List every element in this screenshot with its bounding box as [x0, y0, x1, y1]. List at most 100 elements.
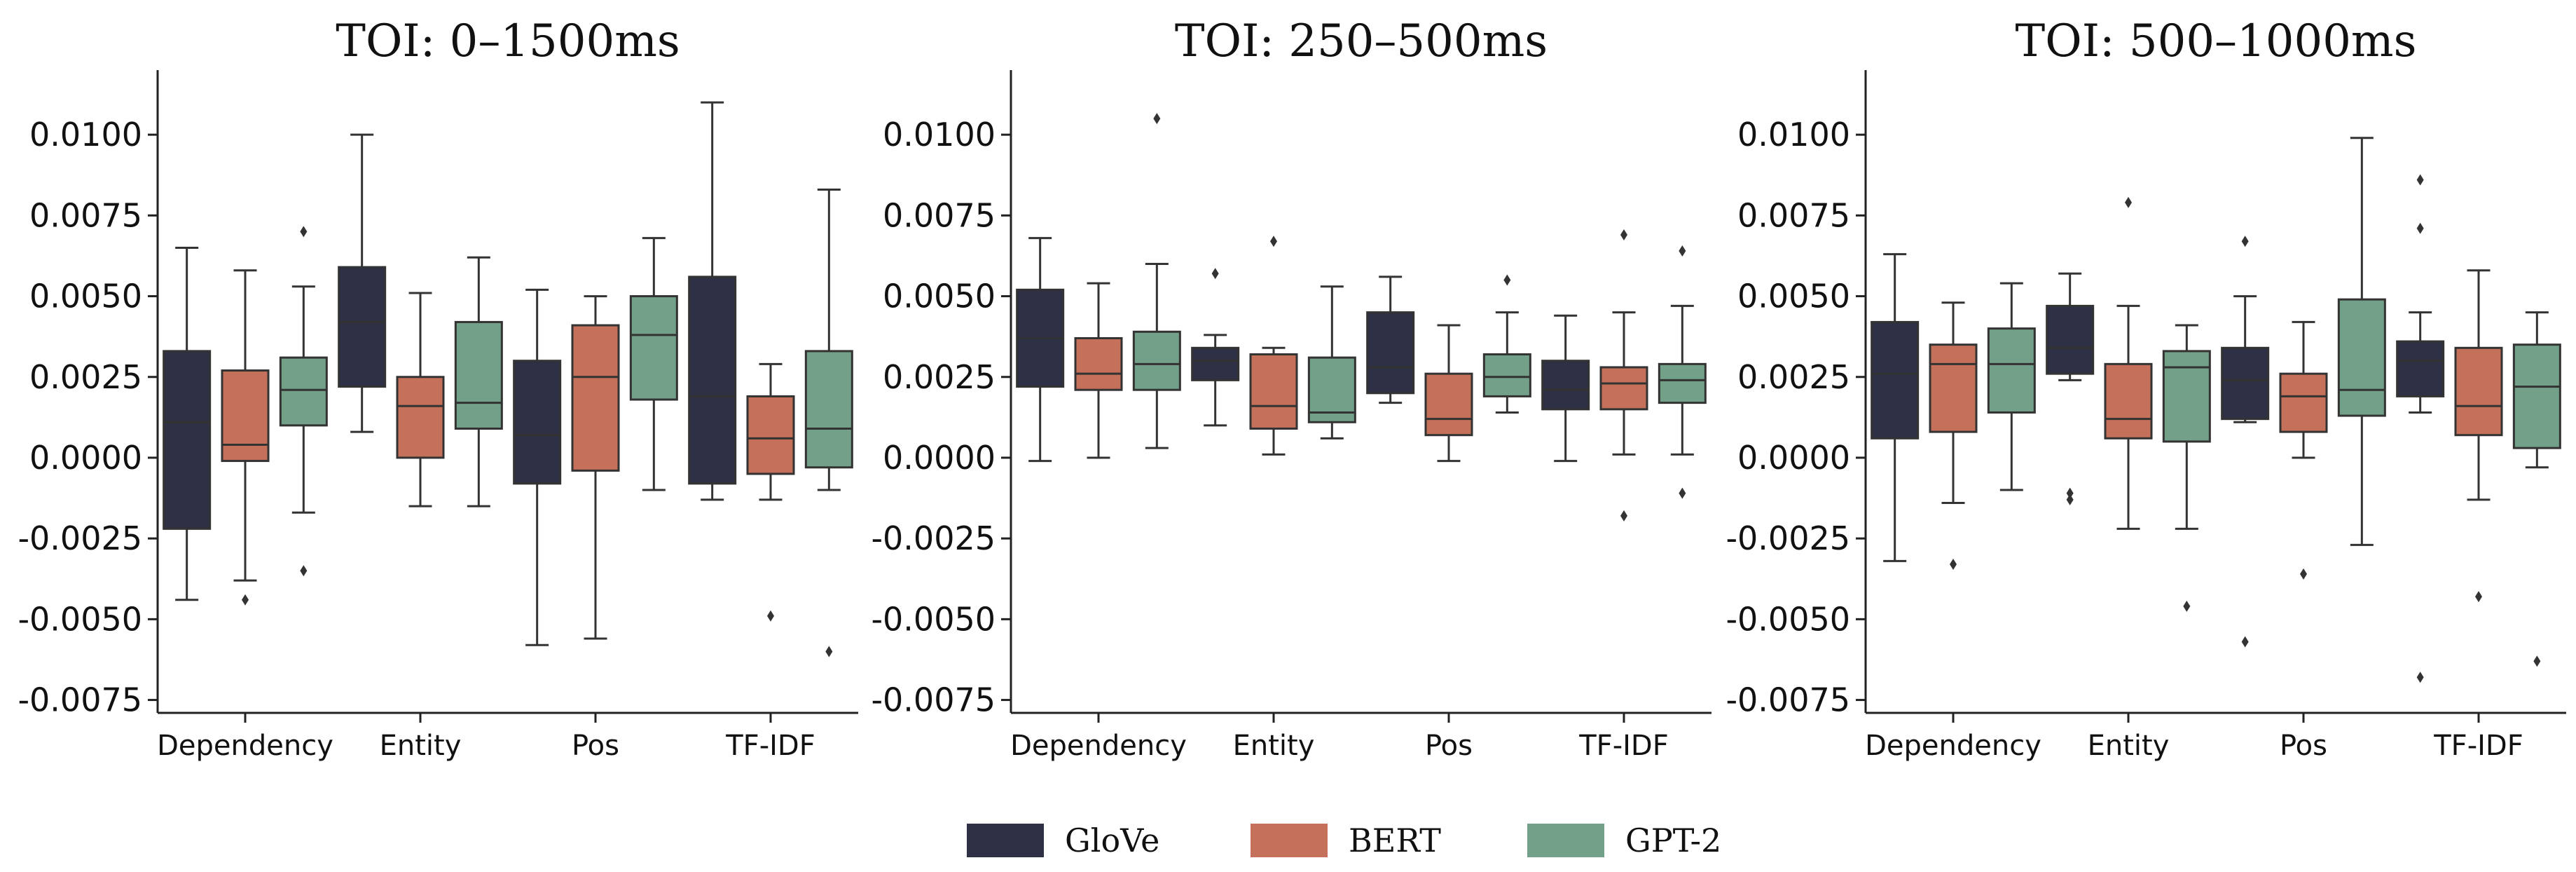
iqr-box: [2337, 298, 2386, 417]
x-tick-label: Dependency: [1010, 730, 1187, 762]
iqr-box: [163, 350, 212, 530]
box-bert: [1249, 236, 1298, 456]
box-glove: [2221, 236, 2270, 648]
legend-swatch: [967, 824, 1044, 857]
iqr-box: [2221, 346, 2270, 421]
outlier-point: [242, 594, 249, 606]
legend-swatch: [1251, 824, 1328, 857]
box-bert: [1074, 282, 1123, 459]
box-glove: [1541, 314, 1590, 463]
iqr-box: [221, 369, 270, 463]
box-gpt-2: [629, 237, 678, 491]
outlier-point: [300, 226, 308, 238]
outlier-point: [2183, 600, 2191, 612]
iqr-box: [2279, 372, 2328, 433]
outlier-point: [2066, 487, 2074, 499]
y-tick-label: -0.0050: [18, 600, 142, 638]
iqr-box: [2162, 350, 2211, 443]
iqr-box: [1191, 346, 1240, 381]
box-gpt-2: [2337, 137, 2386, 546]
legend-item-gpt-2: GPT-2: [1527, 822, 1721, 859]
iqr-box: [1658, 362, 1707, 404]
outlier-point: [2066, 493, 2074, 505]
iqr-box: [629, 295, 678, 401]
x-tick-label: Pos: [572, 730, 619, 762]
box-gpt-2: [1482, 274, 1531, 414]
x-tick-label: Pos: [1425, 730, 1473, 762]
box-bert: [571, 295, 620, 640]
outlier-point: [1211, 268, 1219, 280]
box-glove: [338, 133, 387, 433]
x-tick-label: Pos: [2280, 730, 2327, 762]
iqr-box: [1249, 353, 1298, 430]
box-glove: [1191, 268, 1240, 427]
outlier-point: [2533, 655, 2541, 667]
y-tick-label: -0.0075: [871, 681, 996, 719]
y-tick-label: 0.0100: [883, 116, 996, 154]
iqr-box: [1541, 360, 1590, 411]
y-tick-label: -0.0025: [871, 519, 996, 557]
box-glove: [1016, 237, 1065, 463]
box-bert: [1424, 324, 1473, 463]
y-tick-label: 0.0000: [883, 439, 996, 477]
x-tick-label: Dependency: [1865, 730, 2041, 762]
iqr-box: [1074, 336, 1123, 391]
iqr-box: [279, 356, 328, 427]
iqr-box: [1482, 353, 1531, 397]
iqr-box: [1987, 327, 2036, 414]
legend-item-bert: BERT: [1251, 822, 1441, 859]
outlier-point: [2300, 568, 2307, 580]
box-gpt-2: [1658, 245, 1707, 499]
y-tick-label: 0.0075: [1737, 196, 1850, 234]
box-bert: [221, 269, 270, 606]
category-dependency: Dependency: [1865, 253, 2041, 762]
x-tick-label: Dependency: [157, 730, 333, 762]
outlier-point: [1153, 113, 1161, 125]
iqr-box: [513, 360, 562, 485]
y-tick-label: 0.0025: [29, 358, 142, 396]
x-tick-label: TF-IDF: [725, 730, 815, 762]
iqr-box: [2046, 304, 2095, 375]
category-dependency: Dependency: [157, 226, 333, 762]
box-glove: [163, 246, 212, 601]
legend-label: GPT-2: [1625, 822, 1721, 859]
iqr-box: [1424, 372, 1473, 437]
category-pos: Pos: [513, 237, 678, 762]
y-tick-label: 0.0000: [29, 439, 142, 477]
iqr-box: [1366, 311, 1415, 395]
box-glove: [2046, 272, 2095, 505]
y-tick-label: 0.0025: [883, 358, 996, 396]
panel-2: TOI: 250–500ms 0.0100 0.0075 0.0050 0.0025 0.…: [871, 15, 1711, 762]
iqr-box: [338, 266, 387, 388]
iqr-box: [396, 376, 445, 459]
y-tick-label: 0.0050: [29, 278, 142, 315]
outlier-point: [2416, 672, 2424, 683]
iqr-box: [2512, 343, 2561, 449]
outlier-point: [1503, 274, 1511, 286]
legend-label: GloVe: [1065, 822, 1159, 859]
y-tick-label: 0.0075: [883, 196, 996, 234]
y-tick-label: -0.0025: [1726, 519, 1850, 557]
iqr-box: [1307, 356, 1356, 423]
category-pos: Pos: [2221, 137, 2386, 762]
legend: GloVe BERT GPT-2: [967, 822, 1721, 859]
outlier-point: [2475, 591, 2482, 603]
iqr-box: [2104, 362, 2153, 440]
outlier-point: [2125, 196, 2132, 208]
box-glove: [1871, 253, 1920, 562]
box-bert: [2104, 196, 2153, 530]
category-entity: Entity: [1191, 236, 1356, 762]
panel-title: TOI: 250–500ms: [1175, 15, 1548, 67]
category-tf-idf: TF-IDF: [2396, 174, 2561, 762]
box-gpt-2: [279, 226, 328, 577]
iqr-box: [1599, 366, 1648, 411]
box-bert: [1599, 229, 1648, 522]
y-tick-label: 0.0100: [1737, 116, 1850, 154]
category-pos: Pos: [1366, 274, 1531, 762]
outlier-point: [1679, 487, 1686, 499]
iqr-box: [1132, 330, 1181, 391]
legend-swatch: [1527, 824, 1604, 857]
x-tick-label: TF-IDF: [2433, 730, 2523, 762]
box-bert: [2454, 269, 2503, 603]
